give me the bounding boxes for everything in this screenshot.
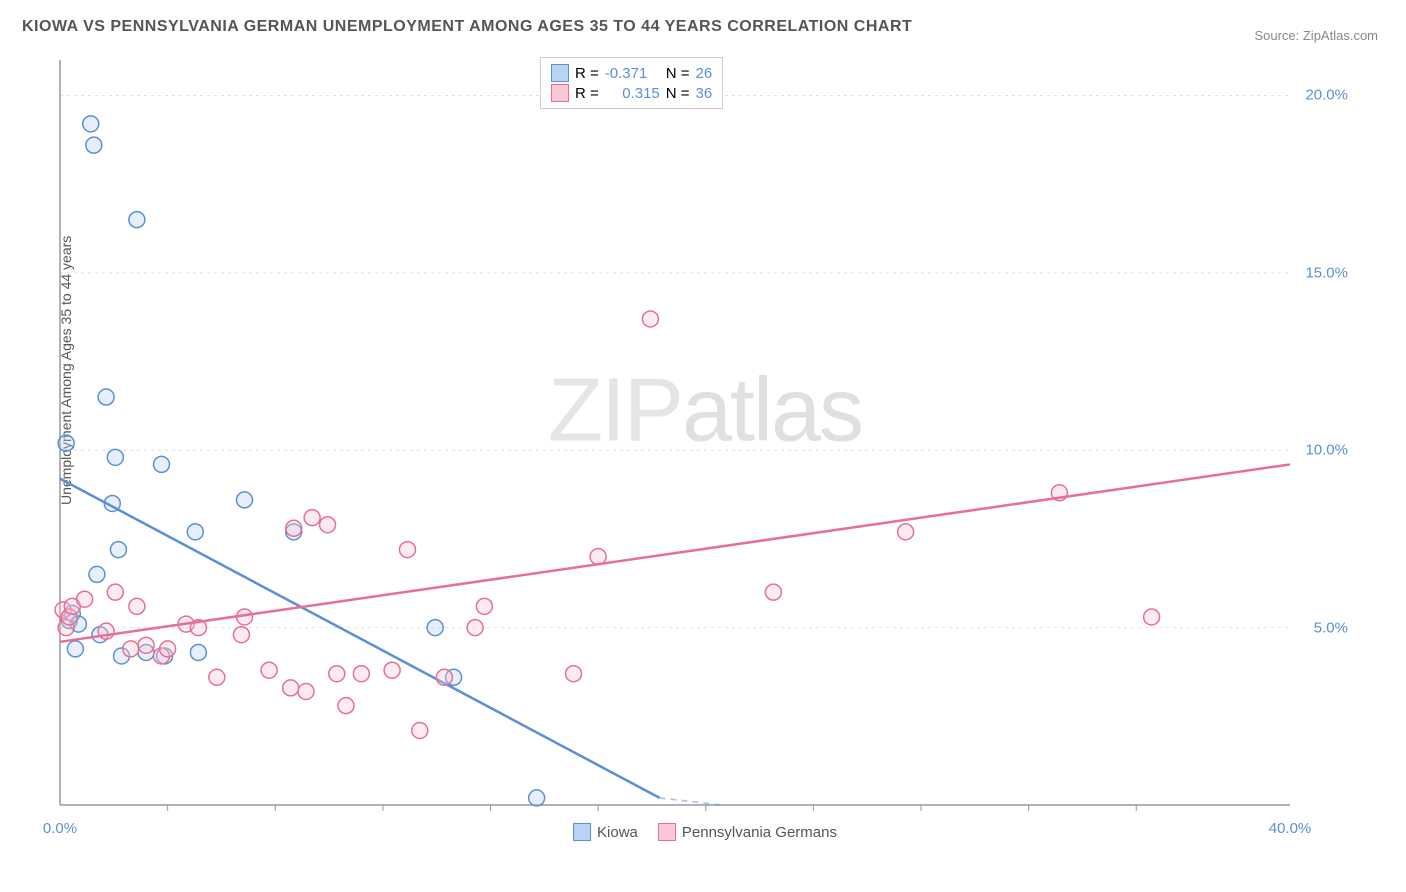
series-legend: Kiowa Pennsylvania Germans <box>573 823 837 841</box>
y-tick-label: 10.0% <box>1305 442 1348 459</box>
n-label: N = <box>666 85 690 102</box>
n-value-kiowa: 26 <box>696 65 713 82</box>
r-value-penn: 0.315 <box>605 85 660 102</box>
legend-row-penn: R = 0.315 N = 36 <box>551 84 712 102</box>
legend-item-penn: Pennsylvania Germans <box>658 823 837 841</box>
y-tick-label: 5.0% <box>1314 619 1348 636</box>
legend-label-penn: Pennsylvania Germans <box>682 824 837 841</box>
x-tick-label: 0.0% <box>43 820 77 837</box>
y-tick-label: 20.0% <box>1305 87 1348 104</box>
x-tick-label: 40.0% <box>1269 820 1312 837</box>
legend-item-kiowa: Kiowa <box>573 823 638 841</box>
y-tick-label: 15.0% <box>1305 264 1348 281</box>
r-value-kiowa: -0.371 <box>605 65 660 82</box>
r-label: R = <box>575 65 599 82</box>
source-attribution: Source: ZipAtlas.com <box>1254 28 1378 43</box>
chart-title: KIOWA VS PENNSYLVANIA GERMAN UNEMPLOYMEN… <box>22 18 912 36</box>
legend-swatch-kiowa <box>573 823 591 841</box>
n-label: N = <box>666 65 690 82</box>
plot-area: Unemployment Among Ages 35 to 44 years Z… <box>50 55 1360 845</box>
swatch-kiowa <box>551 64 569 82</box>
r-label: R = <box>575 85 599 102</box>
swatch-penn <box>551 84 569 102</box>
chart-svg <box>50 55 1360 845</box>
legend-label-kiowa: Kiowa <box>597 824 638 841</box>
legend-row-kiowa: R = -0.371 N = 26 <box>551 64 712 82</box>
correlation-legend: R = -0.371 N = 26 R = 0.315 N = 36 <box>540 57 723 109</box>
n-value-penn: 36 <box>696 85 713 102</box>
legend-swatch-penn <box>658 823 676 841</box>
